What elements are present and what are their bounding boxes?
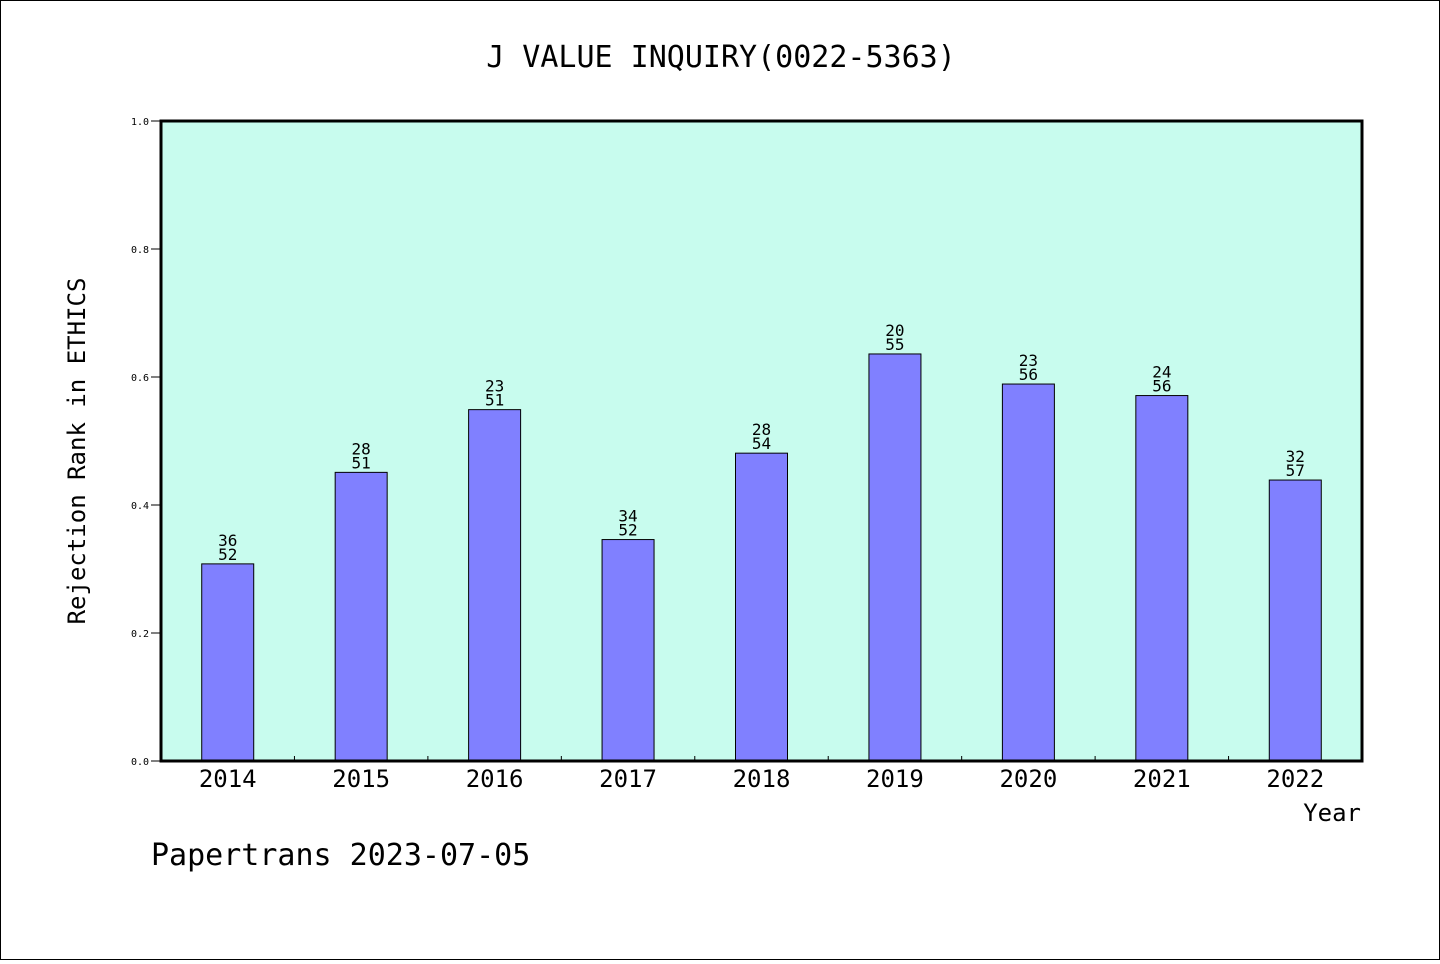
bar-label-bottom-2021: 56 — [1152, 377, 1171, 396]
bar-2021 — [1135, 395, 1189, 762]
y-axis-ticks: 0.0 0.2 0.4 0.6 0.8 1.0 — [131, 117, 161, 768]
bar-label-top-2018: 28 — [752, 420, 771, 439]
chart-title: J VALUE INQUIRY(0022-5363) — [486, 40, 956, 75]
plot-frame — [159, 119, 1364, 763]
y-tick-label-0.0: 0.0 — [131, 757, 149, 768]
bar-label-bottom-2017: 52 — [618, 521, 637, 540]
bar-label-bottom-2016: 51 — [485, 391, 504, 410]
bar-2019 — [868, 353, 922, 762]
bar-2014 — [201, 563, 255, 762]
bar-label-top-2017: 34 — [618, 507, 637, 526]
y-tick-label-0.8: 0.8 — [131, 245, 149, 256]
y-tick-label-0.4: 0.4 — [131, 501, 149, 512]
y-axis-label: Rejection Rank in ETHICS — [63, 278, 91, 625]
bar-2015 — [334, 471, 388, 762]
bars — [201, 353, 1322, 762]
bar-label-top-2014: 36 — [218, 531, 237, 550]
bar-2022 — [1268, 479, 1322, 762]
bar-label-bottom-2014: 52 — [218, 545, 237, 564]
x-tick-label-2015: 2015 — [332, 765, 390, 793]
y-tick-label-0.6: 0.6 — [131, 373, 149, 384]
bar-2017 — [601, 539, 655, 762]
y-tick-label-0.2: 0.2 — [131, 629, 149, 640]
footer-text: Papertrans 2023-07-05 — [151, 838, 530, 873]
bar-label-bottom-2015: 51 — [352, 453, 371, 472]
x-tick-label-2020: 2020 — [999, 765, 1057, 793]
bar-2016 — [468, 409, 522, 762]
x-tick-label-2016: 2016 — [466, 765, 524, 793]
x-tick-label-2014: 2014 — [199, 765, 257, 793]
bar-label-bottom-2020: 56 — [1019, 365, 1038, 384]
bar-label-bottom-2019: 55 — [885, 335, 904, 354]
bar-label-top-2015: 28 — [352, 439, 371, 458]
bar-label-top-2019: 20 — [885, 321, 904, 340]
x-axis-label: Year — [1303, 799, 1361, 827]
y-tick-label-1.0: 1.0 — [131, 117, 149, 128]
x-tick-label-2017: 2017 — [599, 765, 657, 793]
x-tick-label-2022: 2022 — [1266, 765, 1324, 793]
bar-label-top-2016: 23 — [485, 377, 504, 396]
bar-label-top-2021: 24 — [1152, 363, 1171, 382]
bar-label-bottom-2022: 57 — [1286, 461, 1305, 480]
x-tick-label-2018: 2018 — [733, 765, 791, 793]
bar-label-top-2020: 23 — [1019, 351, 1038, 370]
bar-label-top-2022: 32 — [1286, 447, 1305, 466]
bar-2018 — [735, 452, 788, 762]
x-axis-ticks: 2014 2015 2016 2017 2018 2019 2020 2021 2022 — [199, 756, 1324, 793]
bar-2020 — [1001, 383, 1055, 762]
bar-label-bottom-2018: 54 — [752, 434, 771, 453]
x-tick-label-2019: 2019 — [866, 765, 924, 793]
x-tick-label-2021: 2021 — [1133, 765, 1191, 793]
